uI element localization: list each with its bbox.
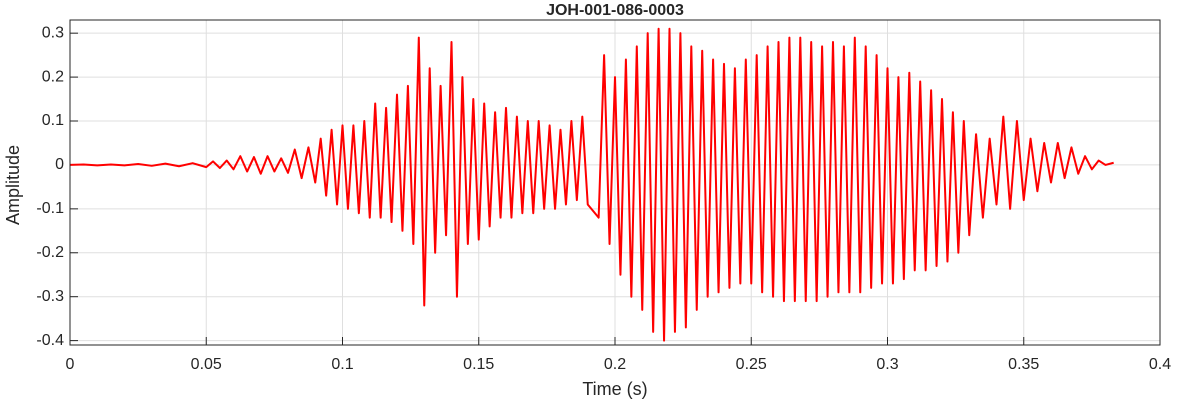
x-tick-label: 0.35 bbox=[1008, 356, 1039, 373]
x-tick-label: 0.15 bbox=[463, 356, 494, 373]
y-axis-label: Amplitude bbox=[3, 145, 23, 225]
x-axis-label: Time (s) bbox=[582, 379, 647, 399]
y-tick-label: -0.3 bbox=[36, 288, 64, 305]
y-tick-label: 0 bbox=[55, 156, 64, 173]
x-tick-label: 0.05 bbox=[191, 356, 222, 373]
waveform-line bbox=[69, 27, 1114, 342]
y-tick-label: -0.4 bbox=[36, 332, 64, 349]
chart-title: JOH-001-086-0003 bbox=[546, 2, 684, 19]
y-tick-label: 0.1 bbox=[42, 112, 64, 129]
plot-frame bbox=[69, 19, 1161, 346]
x-tick-label: 0.25 bbox=[736, 356, 767, 373]
x-tick-label: 0.1 bbox=[331, 356, 353, 373]
y-tick-label: 0.2 bbox=[42, 68, 64, 85]
x-tick-label: 0.2 bbox=[604, 356, 626, 373]
x-tick-label: 0.3 bbox=[876, 356, 898, 373]
x-tick-label: 0.4 bbox=[1149, 356, 1171, 373]
x-tick-label: 0 bbox=[66, 356, 75, 373]
y-tick-label: -0.2 bbox=[36, 244, 64, 261]
y-tick-label: 0.3 bbox=[42, 24, 64, 41]
y-tick-label: -0.1 bbox=[36, 200, 64, 217]
